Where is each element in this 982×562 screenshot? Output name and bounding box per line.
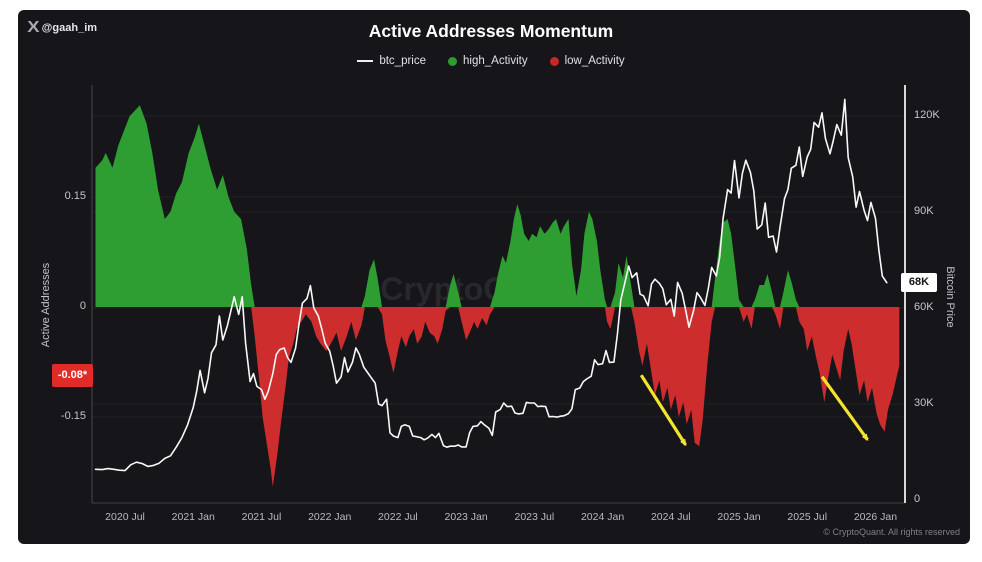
legend-item-low-activity: low_Activity (549, 55, 625, 67)
right-axis-title: Bitcoin Price (944, 266, 956, 328)
x-axis-tick: 2025 Jul (787, 511, 828, 523)
right-axis-tick: 0 (914, 493, 921, 505)
page-title: Active Addresses Momentum (368, 21, 614, 41)
legend-line-swatch (357, 60, 374, 62)
left-axis-tick: 0 (79, 300, 86, 312)
momentum-current-badge: -0.08* (52, 364, 93, 387)
right-axis-tick: 60K (914, 301, 934, 313)
x-axis-tick: 2021 Jan (171, 511, 215, 523)
account-handle-text: @gaah_im (41, 22, 98, 34)
legend-label-high-activity: high_Activity (463, 55, 528, 67)
btc-price-line (94, 98, 888, 472)
trend-arrow-1 (639, 374, 687, 447)
high-activity-area (95, 105, 900, 307)
left-axis-tick: 0.15 (64, 190, 86, 202)
right-axis-tick: 120K (914, 109, 940, 121)
x-axis-tick: 2022 Jan (308, 511, 352, 523)
x-axis-tick: 2023 Jul (514, 511, 555, 523)
x-axis-tick: 2021 Jul (241, 511, 282, 523)
price-current-badge: 68K (901, 273, 937, 292)
right-axis-tick: 90K (914, 205, 934, 217)
right-axis-tick: 30K (914, 397, 934, 409)
low-activity-area (95, 307, 900, 487)
x-axis-tick: 2020 Jul (105, 511, 145, 523)
legend-item-high-activity: high_Activity (448, 55, 528, 67)
legend-label-low-activity: low_Activity (564, 55, 625, 67)
x-axis-tick: 2022 Jul (378, 511, 418, 523)
x-axis-tick: 2024 Jan (580, 511, 625, 523)
x-axis-tick: 2025 Jan (717, 511, 761, 523)
copyright-notice: © CryptoQuant. All rights reserved (823, 527, 960, 537)
legend-dot-high-activity-icon (448, 56, 458, 66)
x-logo-icon: X (27, 19, 39, 36)
x-axis-tick: 2024 Jul (650, 511, 691, 523)
left-axis-tick: -0.15 (60, 409, 86, 422)
account-handle: X @gaah_im (27, 19, 98, 37)
x-axis-tick: 2026 Jan (853, 511, 898, 523)
legend-dot-low-activity-icon (549, 56, 559, 66)
legend-label-btc-price: btc_price (379, 55, 427, 67)
chart-legend: btc_price high_Activity low_Activity (0, 55, 982, 67)
trend-arrow-2 (820, 375, 869, 441)
x-axis-tick: 2023 Jan (444, 511, 488, 523)
legend-item-btc-price: btc_price (357, 55, 426, 67)
